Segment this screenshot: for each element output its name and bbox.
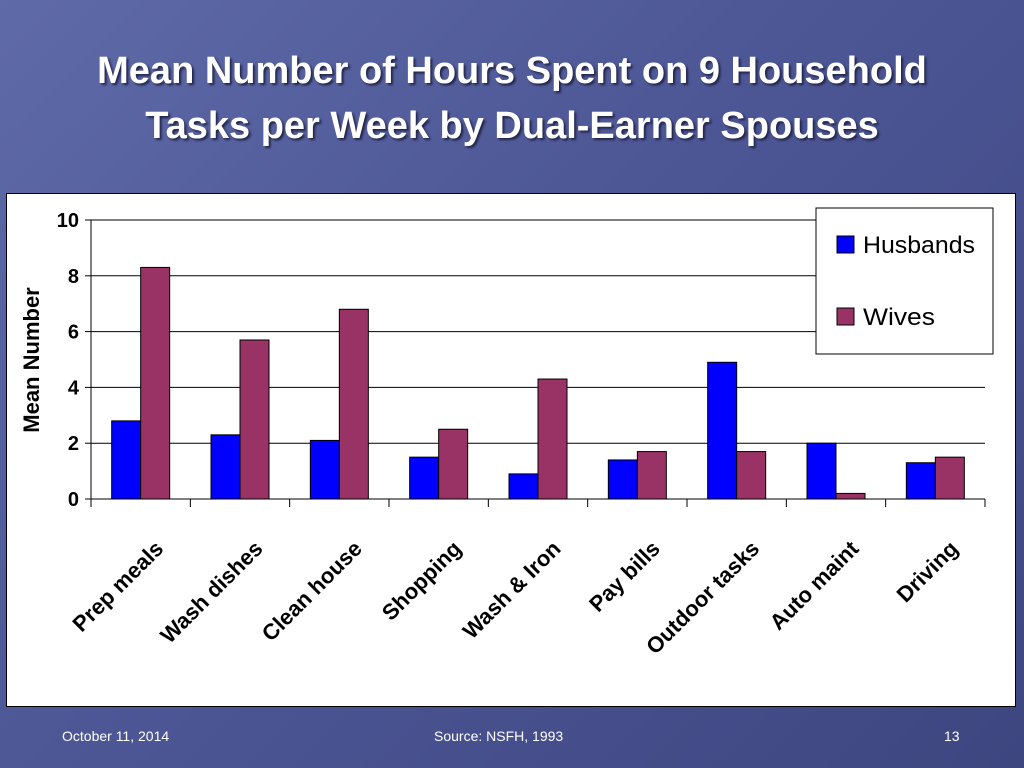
slide-title-line-1: Mean Number of Hours Spent on 9 Househol…: [97, 50, 927, 92]
x-tick-label: Clean house: [257, 536, 367, 646]
bar-husbands: [508, 473, 539, 500]
bar-husbands: [210, 434, 241, 500]
x-tick-label: Wash dishes: [155, 536, 267, 648]
legend-label: Wives: [863, 304, 935, 331]
bar-wives: [239, 339, 270, 500]
bar-husbands: [409, 456, 440, 500]
footer-source: Source: NSFH, 1993: [434, 728, 564, 744]
chart-panel: 0 2 4 6 8 10 Mean Number Prep meals Wash dishes C…: [6, 193, 1016, 707]
bar-wives: [636, 451, 667, 500]
bar-husbands: [806, 442, 837, 500]
y-axis-label: Mean Number: [19, 287, 44, 433]
y-tick-label: 2: [68, 433, 79, 455]
bar-wives: [438, 428, 469, 500]
x-tick-label: Shopping: [377, 536, 466, 625]
bar-wives: [537, 378, 568, 500]
bar-wives: [835, 492, 866, 500]
bar-husbands: [309, 439, 340, 500]
bar-husbands: [607, 459, 638, 500]
y-tick-label: 0: [68, 489, 79, 511]
legend-swatch: [836, 235, 855, 254]
y-tick-label: 6: [68, 322, 79, 344]
slide-title-line-2: Tasks per Week by Dual-Earner Spouses: [145, 105, 879, 147]
x-tick-label: Prep meals: [68, 536, 169, 637]
x-tick-label: Pay bills: [584, 536, 665, 617]
x-tick-label: Auto maint: [765, 535, 864, 634]
page-number: 13: [944, 728, 960, 744]
bar-wives: [338, 308, 369, 500]
bar-husbands: [111, 420, 142, 500]
y-tick-label: 4: [68, 377, 80, 399]
legend-box: [815, 207, 994, 355]
legend-swatch: [836, 307, 855, 326]
bar-husbands: [707, 361, 738, 500]
bar-husbands: [905, 462, 936, 500]
bar-wives: [140, 266, 171, 500]
y-tick-label: 10: [57, 210, 79, 232]
x-tick-label: Driving: [892, 536, 963, 607]
y-tick-label: 8: [68, 266, 79, 288]
x-tick-label: Wash & Iron: [458, 536, 566, 644]
bar-wives: [736, 451, 767, 500]
bar-wives: [934, 456, 965, 500]
footer-date: October 11, 2014: [62, 728, 170, 744]
legend-label: Husbands: [863, 232, 975, 259]
slide-title: Mean Number of Hours Spent on 9 Househol…: [0, 44, 1024, 154]
